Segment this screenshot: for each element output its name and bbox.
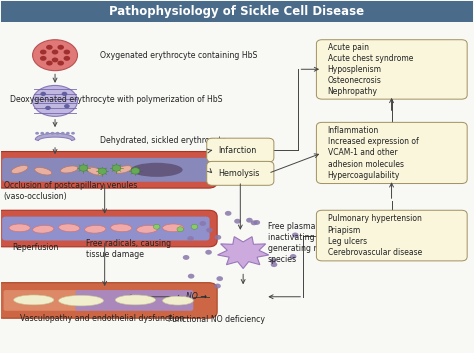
Circle shape — [57, 45, 64, 50]
Circle shape — [79, 165, 88, 171]
Ellipse shape — [33, 225, 54, 233]
Circle shape — [46, 45, 53, 50]
Text: Vasculopathy and endothelial dysfunction: Vasculopathy and endothelial dysfunction — [19, 315, 184, 323]
FancyBboxPatch shape — [0, 1, 474, 23]
Polygon shape — [35, 133, 75, 140]
Circle shape — [40, 92, 46, 96]
Text: Pulmonary hypertension
Priapism
Leg ulcers
Cerebrovascular disease: Pulmonary hypertension Priapism Leg ulce… — [328, 214, 422, 257]
Circle shape — [270, 258, 276, 263]
Circle shape — [187, 236, 194, 241]
Text: Hemolysis: Hemolysis — [218, 169, 259, 178]
Ellipse shape — [115, 295, 155, 305]
FancyBboxPatch shape — [2, 217, 210, 240]
Circle shape — [40, 132, 44, 134]
Circle shape — [225, 211, 231, 216]
Circle shape — [188, 274, 194, 279]
Text: Functional NO deficiency: Functional NO deficiency — [168, 315, 265, 324]
Text: Oxygenated erythrocyte containing HbS: Oxygenated erythrocyte containing HbS — [100, 51, 257, 60]
Text: Acute pain
Acute chest syndrome
Hyposplenism
Osteonecrosis
Nephropathy: Acute pain Acute chest syndrome Hyposple… — [328, 43, 413, 96]
Circle shape — [200, 221, 206, 226]
Circle shape — [40, 56, 46, 61]
Circle shape — [205, 250, 212, 255]
Circle shape — [183, 255, 190, 260]
Ellipse shape — [131, 163, 182, 177]
Circle shape — [191, 224, 198, 229]
Text: Reperfusion: Reperfusion — [12, 243, 59, 252]
Ellipse shape — [163, 296, 193, 305]
Circle shape — [64, 104, 70, 108]
Ellipse shape — [59, 295, 103, 306]
FancyBboxPatch shape — [0, 210, 217, 247]
Circle shape — [46, 132, 49, 134]
Circle shape — [56, 132, 60, 134]
Ellipse shape — [61, 166, 78, 173]
Ellipse shape — [115, 166, 132, 173]
Text: ← NO →: ← NO → — [177, 292, 207, 301]
Polygon shape — [218, 237, 269, 269]
FancyBboxPatch shape — [2, 158, 210, 182]
Circle shape — [66, 132, 70, 134]
Circle shape — [217, 276, 223, 281]
Circle shape — [214, 283, 221, 288]
Circle shape — [61, 132, 64, 134]
Circle shape — [57, 61, 64, 66]
Circle shape — [98, 168, 107, 174]
Circle shape — [46, 61, 53, 66]
FancyBboxPatch shape — [317, 40, 467, 99]
Circle shape — [131, 168, 140, 174]
Ellipse shape — [14, 295, 54, 305]
Text: Deoxygenated erythrocyte with polymerization of HbS: Deoxygenated erythrocyte with polymeriza… — [10, 95, 223, 104]
FancyBboxPatch shape — [0, 283, 217, 318]
FancyBboxPatch shape — [317, 210, 467, 261]
Circle shape — [35, 132, 39, 134]
Circle shape — [52, 58, 58, 62]
Circle shape — [52, 49, 58, 54]
FancyBboxPatch shape — [207, 161, 274, 185]
FancyBboxPatch shape — [3, 290, 91, 311]
Ellipse shape — [87, 167, 103, 175]
Circle shape — [51, 132, 55, 134]
FancyBboxPatch shape — [0, 151, 217, 188]
Circle shape — [251, 220, 257, 225]
Circle shape — [71, 132, 75, 134]
Text: Infarction: Infarction — [218, 146, 256, 155]
Text: Pathophysiology of Sickle Cell Disease: Pathophysiology of Sickle Cell Disease — [109, 5, 365, 18]
Circle shape — [271, 262, 277, 267]
Text: Free plasma hemoglobin,
inactivating NO and
generating reactive oxygen
species: Free plasma hemoglobin, inactivating NO … — [268, 222, 376, 264]
FancyBboxPatch shape — [75, 290, 193, 311]
Circle shape — [254, 220, 260, 225]
Ellipse shape — [84, 225, 106, 233]
Circle shape — [64, 56, 70, 61]
FancyBboxPatch shape — [317, 122, 467, 184]
Circle shape — [215, 235, 221, 240]
Ellipse shape — [33, 40, 77, 71]
Text: Dehydrated, sickled erythrocyte: Dehydrated, sickled erythrocyte — [100, 137, 226, 145]
Circle shape — [112, 165, 121, 171]
Circle shape — [45, 106, 51, 110]
Circle shape — [154, 224, 160, 229]
Circle shape — [234, 219, 241, 224]
Circle shape — [290, 254, 296, 259]
FancyBboxPatch shape — [207, 138, 274, 162]
Ellipse shape — [163, 224, 184, 232]
Ellipse shape — [35, 167, 52, 175]
Circle shape — [177, 227, 183, 232]
Ellipse shape — [59, 224, 80, 232]
Ellipse shape — [33, 85, 77, 116]
Circle shape — [246, 218, 253, 223]
Circle shape — [62, 92, 67, 96]
Circle shape — [292, 233, 299, 238]
Ellipse shape — [11, 166, 28, 173]
Text: Free radicals, causing
tissue damage: Free radicals, causing tissue damage — [86, 239, 171, 259]
Circle shape — [40, 49, 46, 54]
Text: Inflammation
Increased expression of
VCAM-1 and other
adhesion molecules
Hyperco: Inflammation Increased expression of VCA… — [328, 126, 419, 180]
Circle shape — [64, 49, 70, 54]
Text: Occlusion of postcapillary venules
(vaso-occlusion): Occlusion of postcapillary venules (vaso… — [3, 180, 137, 201]
Ellipse shape — [110, 224, 132, 232]
Ellipse shape — [137, 225, 158, 233]
Ellipse shape — [9, 224, 30, 232]
Circle shape — [206, 228, 213, 233]
